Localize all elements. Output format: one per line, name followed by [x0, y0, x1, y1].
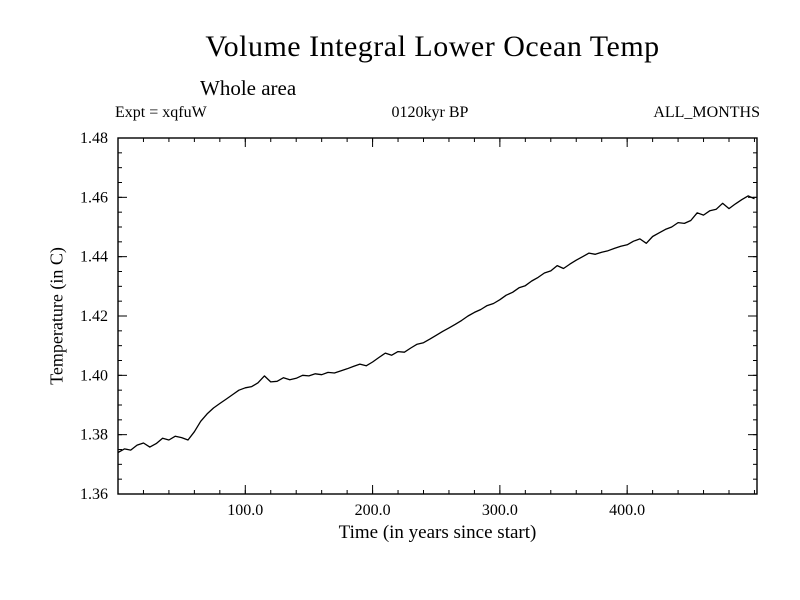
y-tick-label: 1.48 — [80, 130, 108, 147]
meta-row: Expt = xqfuW 0120kyr BP ALL_MONTHS — [115, 104, 760, 122]
y-tick-label: 1.36 — [80, 486, 108, 503]
chart-subtitle: Whole area — [200, 76, 297, 100]
x-tick-label: 200.0 — [355, 502, 391, 519]
y-tick-label: 1.38 — [80, 427, 108, 444]
x-axis-label: Time (in years since start) — [338, 522, 537, 543]
chart-title: Volume Integral Lower Ocean Temp — [205, 30, 660, 63]
period-label: 0120kyr BP — [391, 104, 469, 121]
y-tick-label: 1.44 — [80, 249, 108, 266]
temperature-line — [117, 195, 755, 454]
experiment-label: Expt = xqfuW — [115, 104, 207, 121]
y-tick-label: 1.40 — [80, 367, 108, 384]
x-tick-label: 300.0 — [482, 502, 518, 519]
x-tick-label: 400.0 — [609, 502, 645, 519]
y-tick-label: 1.42 — [80, 308, 108, 325]
x-tick-label: 100.0 — [227, 502, 263, 519]
plot-frame — [117, 137, 758, 495]
y-tick-label: 1.46 — [80, 189, 108, 206]
months-label: ALL_MONTHS — [653, 104, 760, 121]
